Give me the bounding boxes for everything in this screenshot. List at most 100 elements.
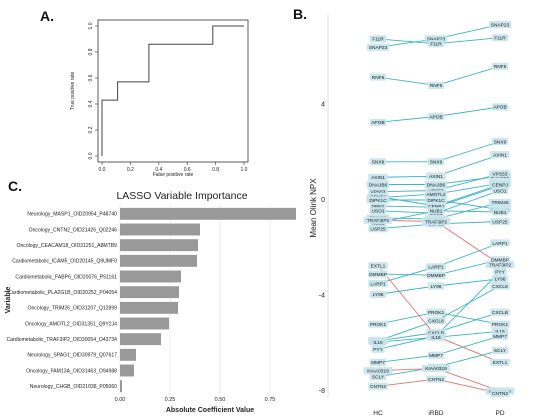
roc-xtick-label: 0.2 — [127, 167, 134, 173]
traj-point-label: CXCLB — [492, 310, 508, 316]
traj-point — [369, 373, 387, 381]
traj-point — [427, 81, 445, 90]
traj-point-label: TRAF3IP2 — [489, 262, 512, 268]
traj-point — [366, 180, 390, 189]
traj-point-label: TRAF3IP2 — [367, 218, 390, 224]
traj-point-label: EXTL1 — [493, 360, 508, 366]
traj-point-label: LARP1 — [492, 241, 508, 247]
roc-ytick-label: 0.6 — [88, 74, 94, 81]
traj-point — [490, 256, 510, 264]
roc-ylabel: True positive rate — [70, 72, 76, 111]
traj-point — [368, 225, 388, 233]
lasso-bar — [120, 317, 169, 330]
traj-point — [424, 190, 448, 198]
lasso-bar — [120, 254, 197, 267]
lasso-category-label: Cardiometabolic_TRAF3IP2_OID30054_O43734 — [7, 337, 118, 343]
lasso-category-label: Oncology_FAM13A_OID31463_O94988 — [26, 368, 117, 374]
traj-point — [426, 308, 446, 316]
traj-point-label: DMMBP — [427, 273, 445, 279]
lasso-bar — [120, 286, 179, 299]
lasso-category-label: Oncology_CNTN2_OID21426_Q02246 — [29, 227, 118, 233]
traj-point-label: MMP7 — [493, 334, 507, 340]
traj-point-label: CENPJ — [492, 182, 508, 188]
traj-point-label: NUB1 — [430, 209, 443, 215]
traj-point-label: AMOTL2 — [426, 192, 446, 198]
traj-point — [490, 358, 510, 366]
traj-ytick-label: 4 — [321, 101, 325, 108]
traj-point-label: KIAA0319 — [425, 366, 447, 372]
traj-point-label: IL16 — [373, 340, 383, 346]
traj-point-label: LY96 — [495, 277, 506, 283]
lasso-bar — [120, 380, 122, 393]
lasso-category-label: Neurology_MASP1_OID20954_P48740 — [27, 212, 117, 218]
roc-xtick-label: 0.6 — [184, 167, 191, 173]
traj-point-label: APOB — [371, 120, 384, 126]
lasso-title: LASSO Variable Importance — [116, 190, 247, 202]
traj-point — [421, 217, 451, 226]
lasso-bar — [120, 364, 134, 377]
traj-point — [427, 158, 445, 166]
traj-point — [369, 35, 387, 43]
traj-point-label: IL16 — [495, 329, 505, 335]
traj-point-label: SNAP23 — [491, 22, 510, 28]
traj-point — [491, 186, 509, 195]
traj-point — [427, 207, 445, 215]
lasso-category-label: Oncology_CEACAM18_OID31251_A8MTB9 — [16, 243, 117, 249]
traj-point — [427, 282, 445, 290]
traj-point-label: CENPJ — [428, 204, 444, 210]
traj-point-label: EXTL1 — [371, 263, 386, 269]
traj-point-label: RNF5 — [430, 83, 443, 89]
traj-point-label: MMP7 — [429, 353, 443, 359]
panel-label-c: C. — [8, 178, 22, 194]
lasso-bar — [120, 301, 178, 314]
traj-point — [426, 317, 446, 325]
lasso-category-label: Oncology_TRIM26_OID31207_Q12899 — [28, 306, 118, 312]
roc-xtick-label: 0.0 — [99, 167, 106, 173]
traj-point-label: LY96 — [431, 284, 442, 290]
traj-point — [363, 367, 393, 375]
traj-point — [369, 338, 387, 346]
panel-label-a: A. — [40, 8, 54, 24]
lasso-chart: LASSO Variable Importance Neurology_MASP… — [5, 190, 300, 414]
traj-point — [363, 216, 393, 224]
lasso-xtick-label: 0.50 — [215, 397, 226, 403]
traj-point — [368, 320, 388, 328]
traj-point-label: DIPK1C — [369, 198, 387, 204]
roc-ytick-label: 0.0 — [88, 152, 94, 159]
traj-point — [491, 137, 509, 146]
traj-point — [421, 364, 451, 372]
traj-point — [490, 308, 510, 316]
traj-point-label: F11R — [494, 35, 506, 41]
traj-point — [491, 275, 509, 283]
traj-point — [427, 112, 445, 121]
panel-label-b: B. — [293, 6, 307, 22]
traj-point-label: DNAJB6 — [369, 182, 388, 188]
traj-xtick-label: iRBD — [428, 410, 443, 417]
traj-point — [490, 320, 510, 328]
traj-point-label: DIPK1C — [427, 198, 445, 204]
traj-point — [366, 196, 390, 204]
roc-ytick-label: 1.0 — [88, 22, 94, 29]
traj-point — [369, 73, 387, 81]
traj-point-label: AXIN1 — [429, 174, 443, 180]
traj-point — [366, 43, 390, 51]
traj-point-label: SCLY — [372, 375, 385, 381]
traj-point-label: SNX9 — [430, 160, 443, 166]
traj-point — [426, 172, 446, 180]
traj-point — [427, 333, 445, 341]
lasso-bar — [120, 223, 200, 236]
traj-point — [488, 198, 512, 207]
traj-point — [424, 180, 448, 189]
traj-point — [369, 158, 387, 166]
traj-point — [424, 196, 448, 204]
lasso-category-label: Cardiometabolic_ICAM5_OID20145_Q9UMF0 — [12, 259, 117, 265]
traj-point — [369, 118, 387, 127]
traj-point — [490, 217, 510, 226]
traj-point — [371, 345, 385, 353]
traj-point — [368, 262, 388, 270]
lasso-category-label: Cardiometabolic_FABP6_OID20076_P51161 — [15, 274, 117, 280]
lasso-bar — [120, 270, 181, 283]
traj-point-label: PROK1 — [370, 322, 387, 328]
traj-point — [491, 62, 509, 70]
